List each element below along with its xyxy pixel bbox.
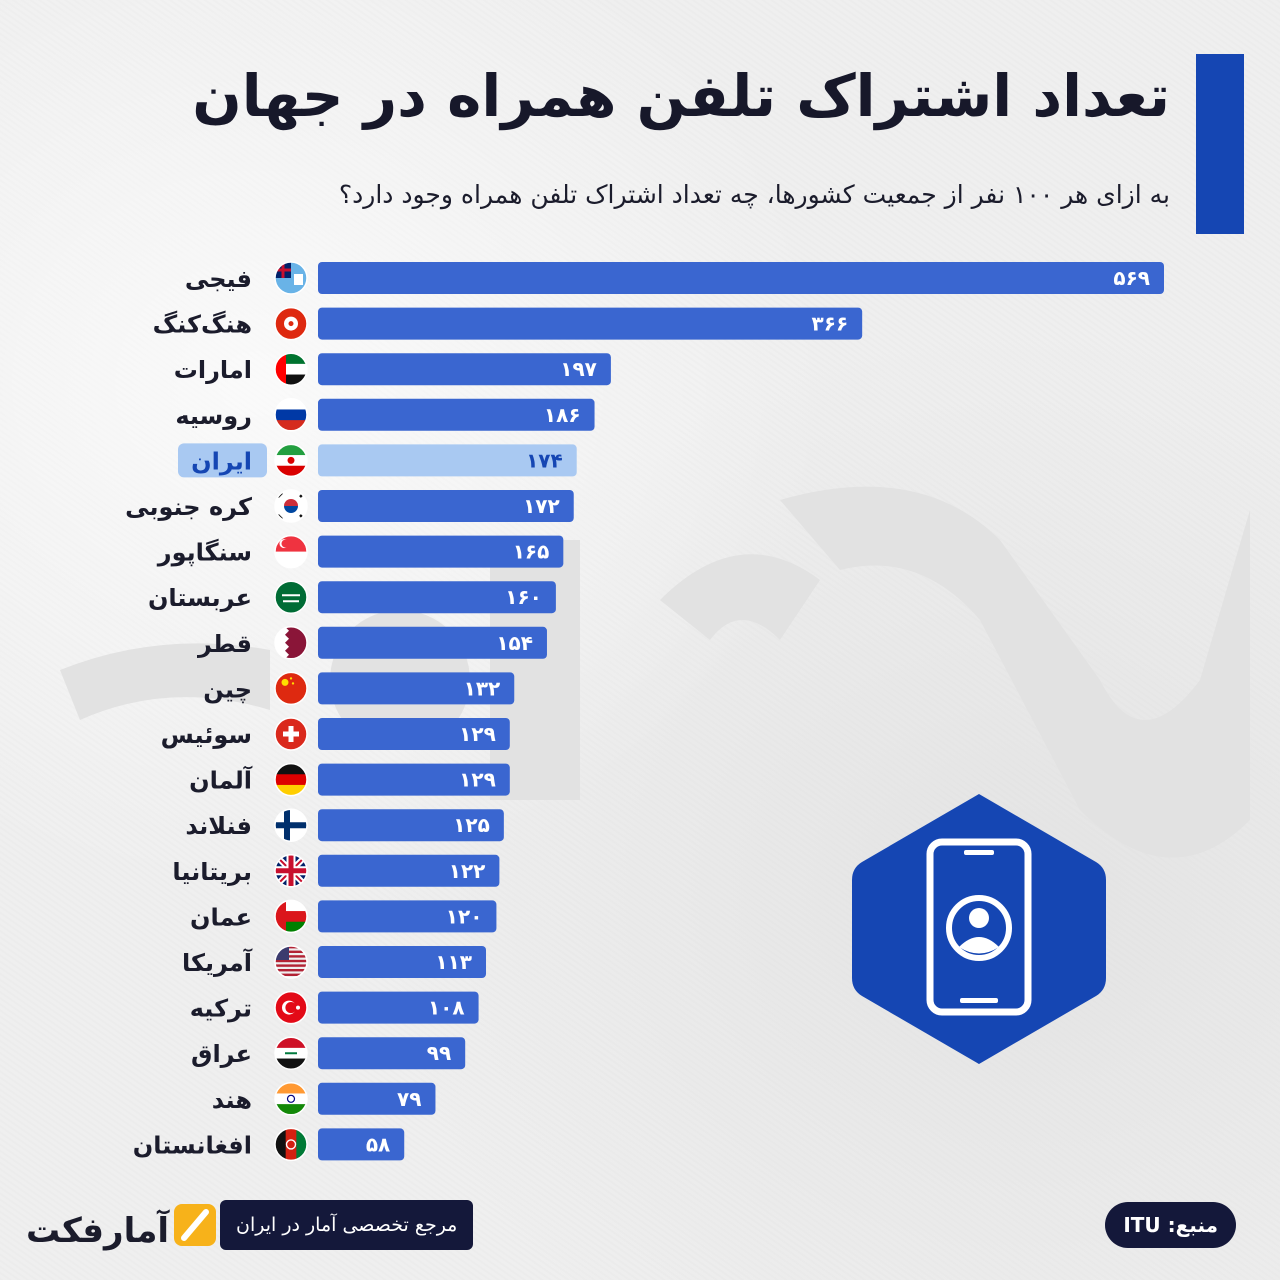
finland-flag-icon — [274, 808, 308, 842]
bar — [318, 490, 574, 522]
bar — [318, 535, 564, 568]
category-label: آمریکا — [182, 948, 253, 977]
turkey-flag-icon — [274, 990, 308, 1025]
bar — [318, 809, 504, 842]
bar — [318, 353, 611, 386]
category-label: امارات — [174, 356, 252, 384]
value-label: ۷۹ — [397, 1087, 421, 1111]
value-label: ۱۷۲ — [523, 494, 560, 518]
bar — [318, 672, 515, 705]
germany-flag-icon — [274, 762, 308, 797]
category-label: عمان — [190, 903, 252, 931]
category-label: آلمان — [189, 766, 253, 795]
category-label: هنگ‌کنگ — [153, 311, 252, 339]
title-accent-bar — [1196, 54, 1244, 234]
bar — [318, 991, 479, 1024]
bar — [318, 1082, 436, 1115]
category-label: چین — [203, 675, 252, 703]
value-label: ۵۶۹ — [1113, 266, 1150, 290]
saudi-arabia-flag-icon — [274, 580, 308, 614]
highlight-label-box — [178, 443, 267, 478]
value-label: ۵۸ — [366, 1132, 390, 1156]
bar — [318, 946, 487, 978]
value-label: ۱۲۹ — [459, 768, 496, 792]
brand-name: آمارفکت — [26, 1209, 170, 1251]
value-label: ۱۷۴ — [526, 448, 563, 472]
category-label: افغانستان — [133, 1131, 252, 1159]
value-label: ۱۱۳ — [435, 950, 472, 974]
value-label: ۱۳۲ — [464, 676, 501, 700]
bar — [318, 398, 595, 431]
bar — [318, 763, 510, 796]
category-label: سنگاپور — [157, 539, 252, 567]
bar — [318, 1128, 405, 1161]
usa-flag-icon — [274, 945, 308, 979]
category-label: ایران — [191, 447, 252, 475]
hong-kong-flag-icon — [274, 306, 308, 341]
south-korea-flag-icon — [274, 489, 308, 523]
bar — [318, 854, 500, 887]
qatar-flag-icon — [274, 626, 308, 660]
singapore-flag-icon — [274, 534, 308, 569]
category-label: ترکیه — [190, 995, 252, 1023]
category-label: روسیه — [175, 402, 252, 430]
value-label: ۱۲۵ — [453, 813, 490, 837]
bar — [318, 581, 556, 614]
oman-flag-icon — [274, 899, 308, 934]
uae-flag-icon — [274, 352, 308, 386]
bar — [318, 307, 863, 340]
value-label: ۱۶۵ — [513, 540, 550, 564]
bar — [318, 444, 577, 477]
iran-flag-icon — [274, 443, 308, 478]
value-label: ۳۶۶ — [812, 312, 849, 336]
switzerland-flag-icon — [274, 717, 308, 751]
category-label: سوئیس — [161, 721, 252, 749]
tagline-badge: مرجع تخصصی آمار در ایران — [220, 1200, 474, 1250]
iraq-flag-icon — [274, 1036, 308, 1070]
page-subtitle: به ازای هر ۱۰۰ نفر از جمعیت کشورها، چه ت… — [338, 180, 1170, 209]
value-label: ۱۹۷ — [560, 357, 597, 381]
russia-flag-icon — [274, 398, 308, 432]
page-title: تعداد اشتراک تلفن همراه در جهان — [192, 62, 1171, 130]
category-label: کره جنوبی — [125, 493, 252, 521]
category-label: هند — [212, 1086, 252, 1114]
value-label: ۱۵۴ — [496, 631, 533, 655]
value-label: ۹۹ — [427, 1041, 451, 1065]
bar — [318, 262, 1164, 294]
category-label: قطر — [197, 630, 252, 658]
category-label: فنلاند — [185, 812, 252, 840]
category-label: عراق — [191, 1040, 252, 1068]
india-flag-icon — [274, 1082, 308, 1116]
china-flag-icon — [274, 671, 308, 706]
bar — [318, 718, 510, 750]
brand-logo: آمارفکت — [26, 1204, 216, 1251]
source-badge: منبع: ITU — [1105, 1202, 1236, 1248]
category-label: عربستان — [148, 584, 252, 612]
value-label: ۱۲۲ — [449, 859, 486, 883]
category-label: بریتانیا — [172, 858, 252, 886]
mobile-phone-user-icon — [852, 794, 1106, 1064]
value-label: ۱۰۸ — [428, 996, 465, 1020]
uk-flag-icon — [274, 854, 308, 888]
value-label: ۱۶۰ — [505, 585, 542, 609]
category-label: فیجی — [185, 265, 252, 293]
fiji-flag-icon — [274, 261, 308, 295]
bar — [318, 900, 497, 933]
value-label: ۱۲۹ — [459, 722, 496, 746]
afghanistan-flag-icon — [274, 1127, 308, 1162]
bar — [318, 1037, 466, 1070]
bar — [318, 626, 547, 659]
value-label: ۱۸۶ — [544, 403, 581, 427]
value-label: ۱۲۰ — [446, 904, 483, 928]
